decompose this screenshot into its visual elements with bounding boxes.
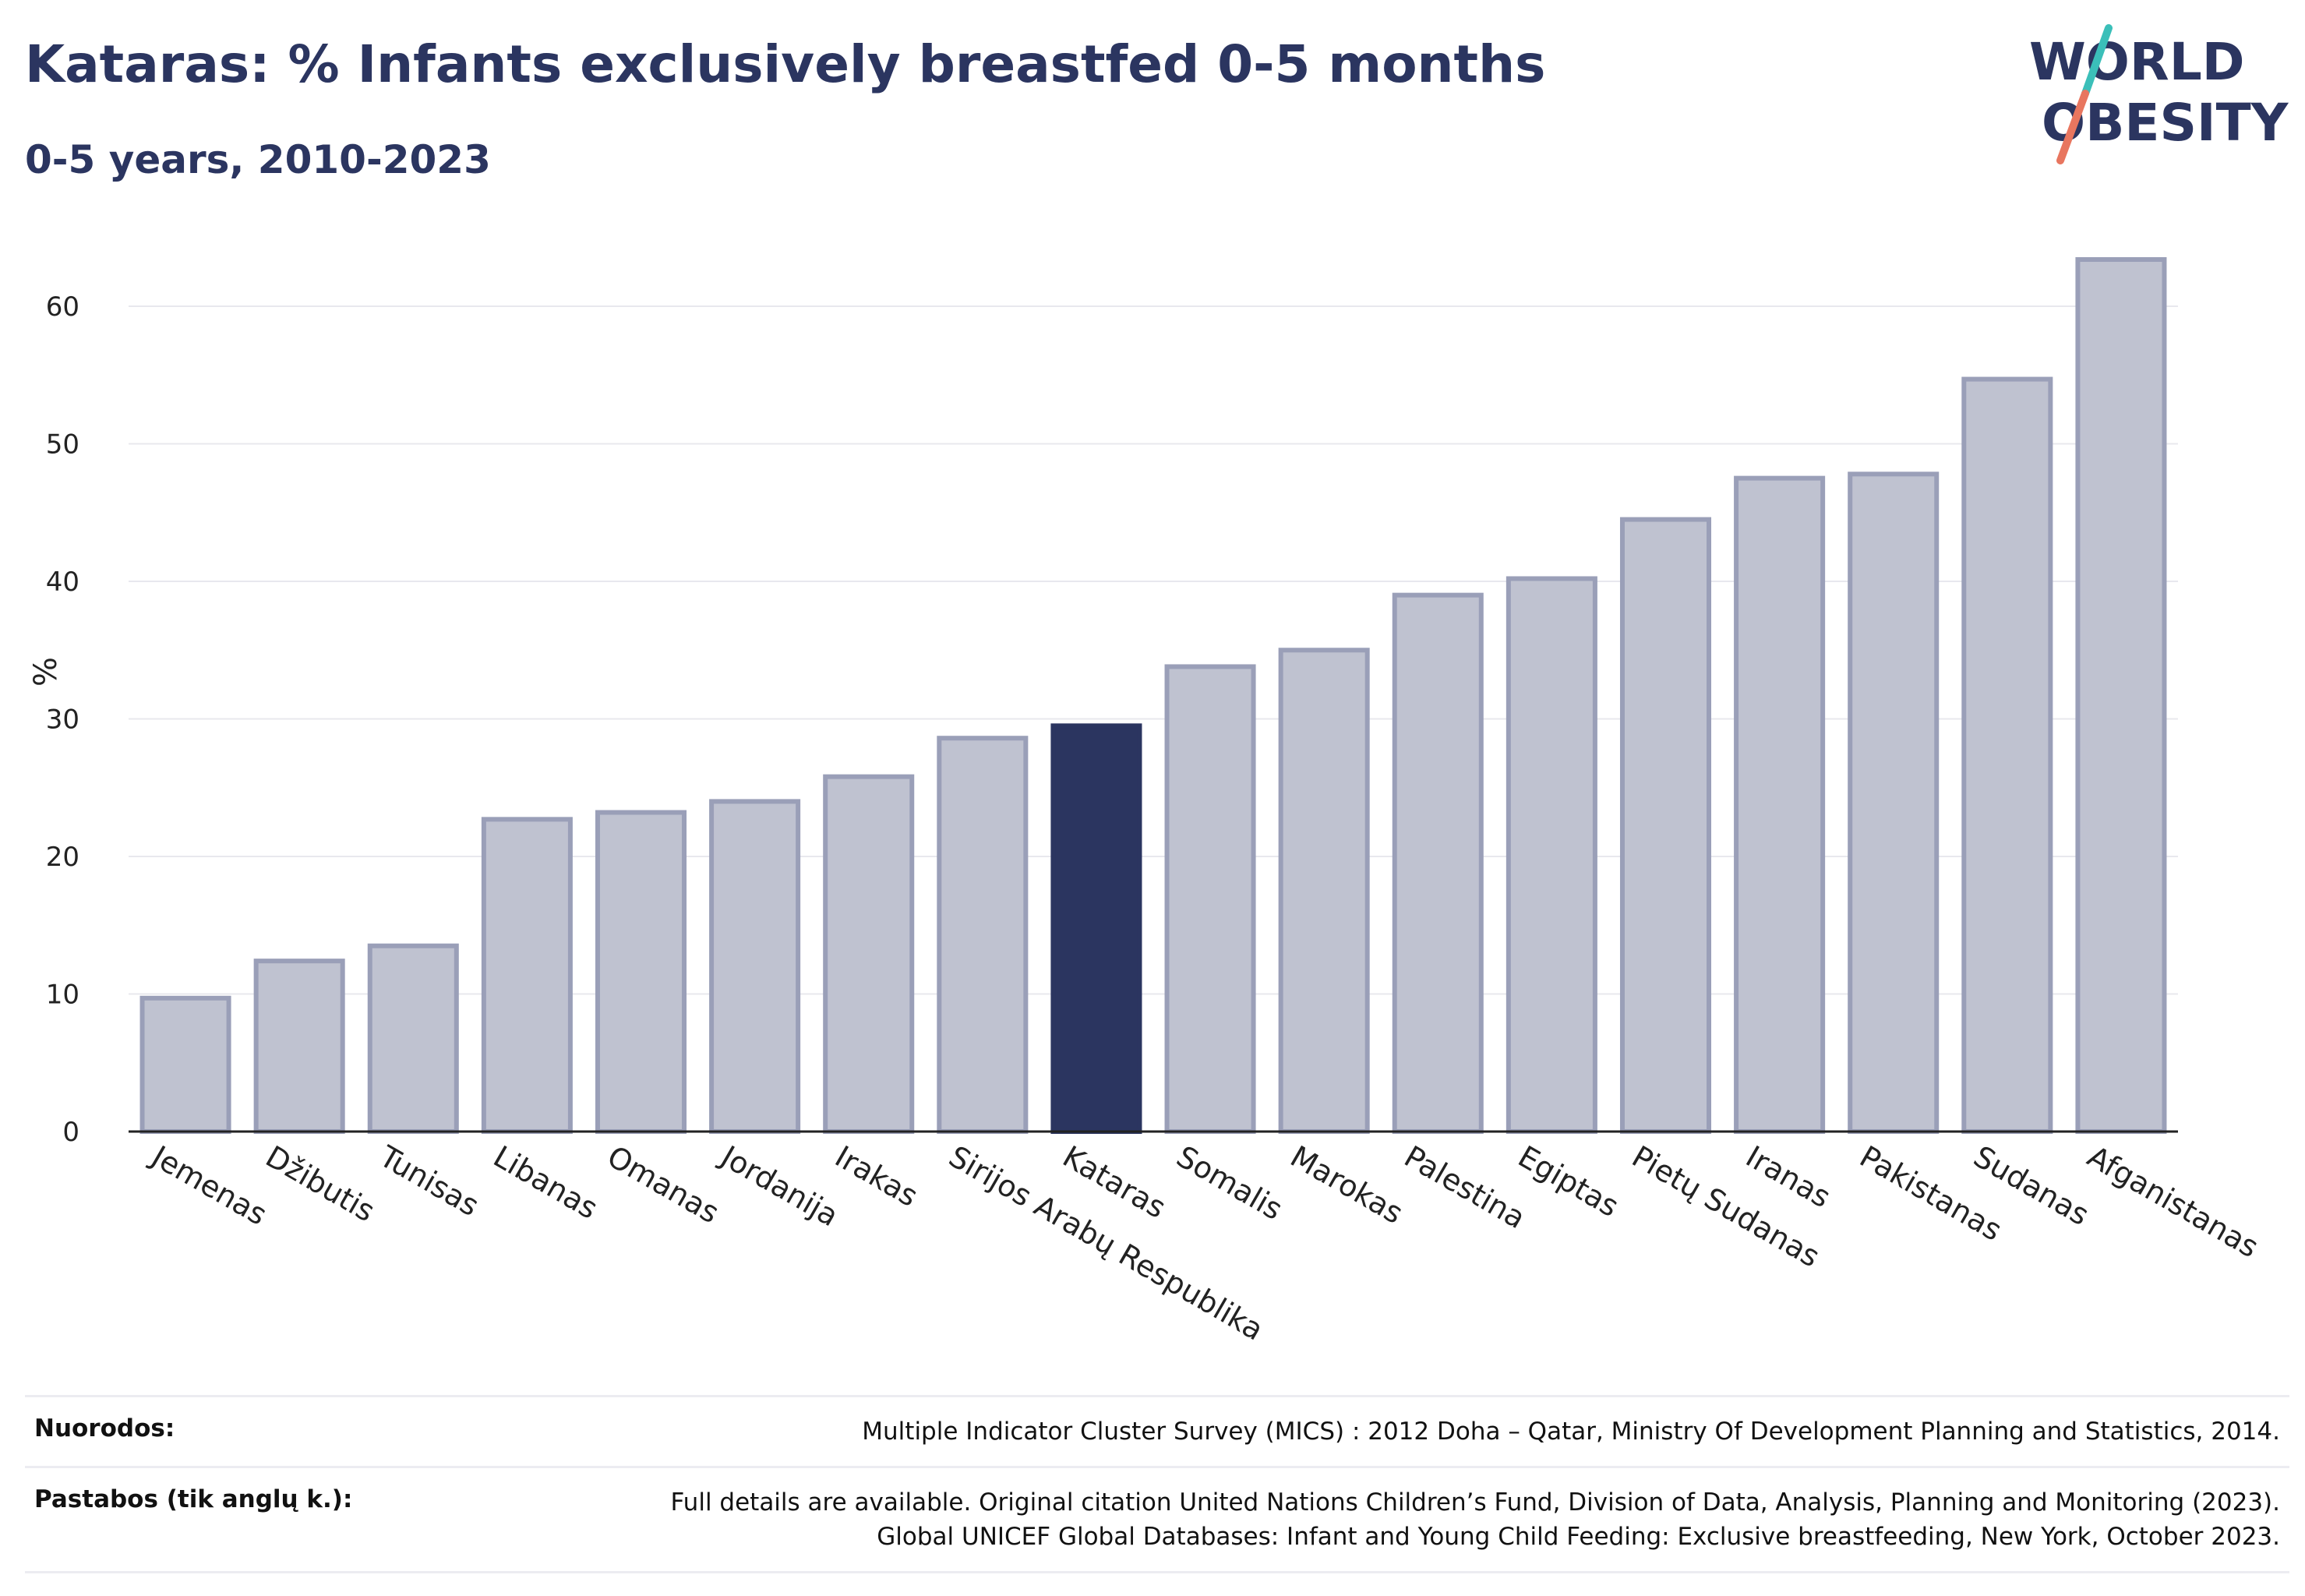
y-tick-label: 10 — [46, 980, 79, 1011]
x-tick-label: Jemenas — [145, 1139, 273, 1232]
x-tick-label: Tunisas — [373, 1139, 485, 1223]
sources-label: Nuorodos: — [34, 1414, 175, 1442]
bar — [709, 799, 801, 1135]
bar — [481, 817, 573, 1134]
x-tick-label: Afganistanas — [2081, 1139, 2264, 1265]
bar — [1278, 648, 1370, 1134]
footer-notes: Nuorodos: Multiple Indicator Cluster Sur… — [25, 1395, 2289, 1573]
bar — [1848, 471, 1940, 1134]
sources-text: Multiple Indicator Cluster Survey (MICS)… — [862, 1418, 2280, 1446]
notes-text: Full details are available. Original cit… — [671, 1485, 2280, 1554]
bar — [1961, 376, 2053, 1135]
y-tick-labels: 0 10 20 30 40 50 60 — [46, 291, 79, 1148]
y-tick-label: 30 — [46, 704, 79, 736]
bar — [1505, 576, 1597, 1134]
bar — [1619, 517, 1712, 1134]
bar-highlighted — [1050, 723, 1142, 1134]
bar — [595, 810, 687, 1135]
x-tick-label: Marokas — [1285, 1139, 1409, 1231]
x-tick-label: Egiptas — [1513, 1139, 1625, 1224]
bar — [1164, 664, 1256, 1134]
bar — [2075, 256, 2167, 1134]
x-tick-label: Libanas — [488, 1139, 604, 1226]
logo-slash-teal — [2081, 24, 2113, 97]
bars — [139, 256, 2167, 1135]
x-tick-label: Somalis — [1171, 1139, 1289, 1227]
y-axis-label: % — [28, 657, 64, 687]
notes-text-line-2: Global UNICEF Global Databases: Infant a… — [877, 1523, 2280, 1551]
chart-title: Kataras: % Infants exclusively breastfed… — [25, 34, 1546, 94]
sources-row: Nuorodos: Multiple Indicator Cluster Sur… — [25, 1395, 2289, 1466]
bar — [367, 943, 459, 1134]
bar — [253, 959, 345, 1135]
bar — [1392, 592, 1484, 1134]
bar — [823, 774, 915, 1134]
x-tick-label: Pietų Sudanas — [1626, 1139, 1826, 1274]
world-obesity-logo: WORLD OBESITY — [2029, 24, 2289, 164]
bar — [937, 736, 1029, 1135]
y-tick-label: 0 — [62, 1117, 79, 1148]
x-tick-label: Džibutis — [260, 1139, 381, 1229]
logo-text-world: WORLD — [2029, 32, 2245, 92]
notes-label: Pastabos (tik anglų k.): — [34, 1485, 353, 1513]
bar — [139, 995, 231, 1135]
y-tick-label: 20 — [46, 842, 79, 873]
x-tick-label: Jordanija — [714, 1139, 844, 1234]
x-tick-label: Omanas — [602, 1139, 725, 1231]
notes-row: Pastabos (tik anglų k.): Full details ar… — [25, 1466, 2289, 1573]
chart-subtitle: 0-5 years, 2010-2023 — [25, 137, 491, 182]
y-tick-label: 40 — [46, 567, 79, 598]
bar — [1734, 475, 1826, 1134]
y-tick-label: 50 — [46, 429, 79, 461]
notes-text-line-1: Full details are available. Original cit… — [670, 1488, 2280, 1517]
x-tick-label: Palestina — [1399, 1139, 1531, 1236]
logo-slash-coral — [2056, 90, 2089, 164]
y-tick-label: 60 — [46, 291, 79, 323]
